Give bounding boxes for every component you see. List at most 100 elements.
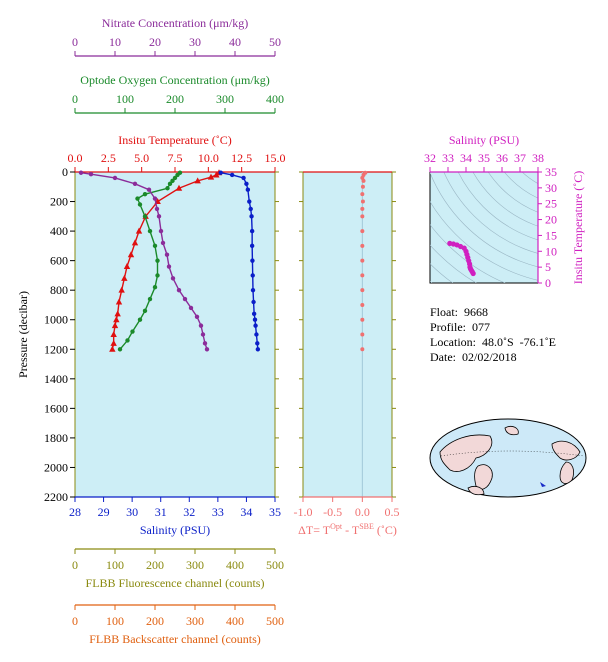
data-point bbox=[176, 287, 182, 293]
tick-label: 10 bbox=[109, 35, 121, 49]
tick-label: 1400 bbox=[44, 372, 68, 386]
tick-label: 35 bbox=[269, 505, 281, 519]
tick-label: 400 bbox=[50, 224, 68, 238]
float-location-marker bbox=[540, 482, 546, 487]
tick-label: 30 bbox=[189, 35, 201, 49]
data-point bbox=[160, 240, 166, 246]
tick-label: 200 bbox=[50, 195, 68, 209]
tick-label: 36 bbox=[496, 151, 508, 165]
data-point bbox=[147, 296, 153, 302]
data-point bbox=[200, 332, 206, 337]
tick-label: 300 bbox=[186, 558, 204, 572]
data-point bbox=[360, 206, 365, 211]
tick-label: 31 bbox=[155, 505, 167, 519]
tick-label: 300 bbox=[216, 92, 234, 106]
tick-label: 500 bbox=[266, 558, 284, 572]
tick-label: 0 bbox=[72, 558, 78, 572]
world-map bbox=[429, 418, 587, 498]
delta-t-left-ticks bbox=[299, 171, 396, 498]
tick-label: -1.0 bbox=[294, 505, 313, 519]
delta-t-plot-area bbox=[302, 171, 393, 498]
tick-label: 15.0 bbox=[265, 151, 286, 165]
tick-label: 5.0 bbox=[134, 151, 149, 165]
data-point bbox=[245, 187, 251, 192]
data-point bbox=[142, 191, 148, 197]
oxygen-axis: 0 100 200 300 400 Optode Oxygen Concentration… bbox=[72, 73, 284, 114]
data-point bbox=[154, 206, 160, 212]
data-point bbox=[135, 196, 140, 201]
tick-label: 30 bbox=[545, 181, 557, 195]
tick-label: 600 bbox=[50, 254, 68, 268]
data-point bbox=[109, 345, 116, 352]
data-point bbox=[158, 228, 164, 234]
density-contour bbox=[535, 69, 608, 155]
data-point bbox=[250, 273, 255, 278]
data-point bbox=[248, 206, 253, 212]
tick-label: 0 bbox=[72, 35, 78, 49]
data-point bbox=[111, 322, 119, 329]
nitrate-series bbox=[78, 170, 210, 352]
backscatter-axis: 0 100 200 300 400 500 FLBB Backscatter channel… bbox=[72, 604, 284, 646]
data-point bbox=[127, 251, 135, 258]
data-point bbox=[244, 181, 249, 187]
data-point bbox=[254, 332, 259, 337]
data-point bbox=[146, 187, 152, 192]
float-label: Float: bbox=[430, 305, 459, 319]
tick-label: 34 bbox=[460, 151, 472, 165]
data-point bbox=[170, 276, 176, 281]
data-point bbox=[252, 317, 258, 322]
tick-label: 800 bbox=[50, 283, 68, 297]
main-plot-area bbox=[74, 171, 276, 498]
data-point bbox=[142, 214, 148, 219]
tick-label: 7.5 bbox=[168, 151, 183, 165]
location-value: 48.0˚S -76.1˚E bbox=[481, 335, 556, 349]
data-point bbox=[88, 172, 94, 177]
tick-label: 33 bbox=[442, 151, 454, 165]
data-point bbox=[165, 186, 170, 191]
data-point bbox=[155, 258, 160, 263]
data-point bbox=[167, 181, 173, 187]
map-land bbox=[439, 434, 493, 472]
map-graticule bbox=[440, 450, 585, 457]
delta-t-axis-title: ΔT= TOpt - TSBE (˚C) bbox=[298, 522, 397, 537]
data-point bbox=[249, 243, 255, 249]
profile-label: Profile: bbox=[430, 320, 466, 334]
data-point bbox=[250, 287, 256, 293]
data-point bbox=[114, 310, 121, 317]
tick-label: 32 bbox=[424, 151, 436, 165]
tick-label: 32 bbox=[183, 505, 195, 519]
tick-label: 20 bbox=[545, 213, 557, 227]
data-point bbox=[117, 347, 123, 352]
tick-label: 0 bbox=[72, 614, 78, 628]
data-point bbox=[360, 317, 365, 322]
title-part: Opt bbox=[330, 522, 343, 531]
salinity-axis: 28 29 30 31 32 33 34 35 Salinity (PSU) bbox=[69, 496, 281, 537]
data-point bbox=[249, 214, 254, 219]
data-point bbox=[110, 331, 117, 337]
data-point bbox=[229, 172, 235, 178]
data-point bbox=[130, 329, 135, 334]
location-label: Location: bbox=[430, 335, 476, 349]
title-part: SBE bbox=[359, 522, 374, 531]
data-point bbox=[156, 214, 162, 219]
tick-label: 200 bbox=[166, 92, 184, 106]
tick-label: 0.0 bbox=[68, 151, 83, 165]
tick-label: 10.0 bbox=[198, 151, 219, 165]
data-point bbox=[360, 214, 365, 219]
oxygen-axis-title: Optode Oxygen Concentration (μm/kg) bbox=[80, 73, 269, 87]
data-point bbox=[360, 258, 365, 263]
data-point bbox=[172, 175, 178, 181]
date-label: Date: bbox=[430, 350, 456, 364]
float-info-block: Float: 9668 Profile: 077 Location: 48.0˚… bbox=[430, 305, 556, 365]
data-point bbox=[194, 177, 201, 184]
data-point bbox=[360, 332, 365, 337]
fluorescence-axis-title: FLBB Fluorescence channel (counts) bbox=[86, 576, 265, 590]
map-land bbox=[474, 464, 493, 490]
tick-label: 12.5 bbox=[231, 151, 252, 165]
data-point bbox=[361, 178, 366, 183]
tick-label: 0 bbox=[62, 165, 68, 179]
tick-label: 2.5 bbox=[101, 151, 116, 165]
tick-label: 1200 bbox=[44, 342, 68, 356]
